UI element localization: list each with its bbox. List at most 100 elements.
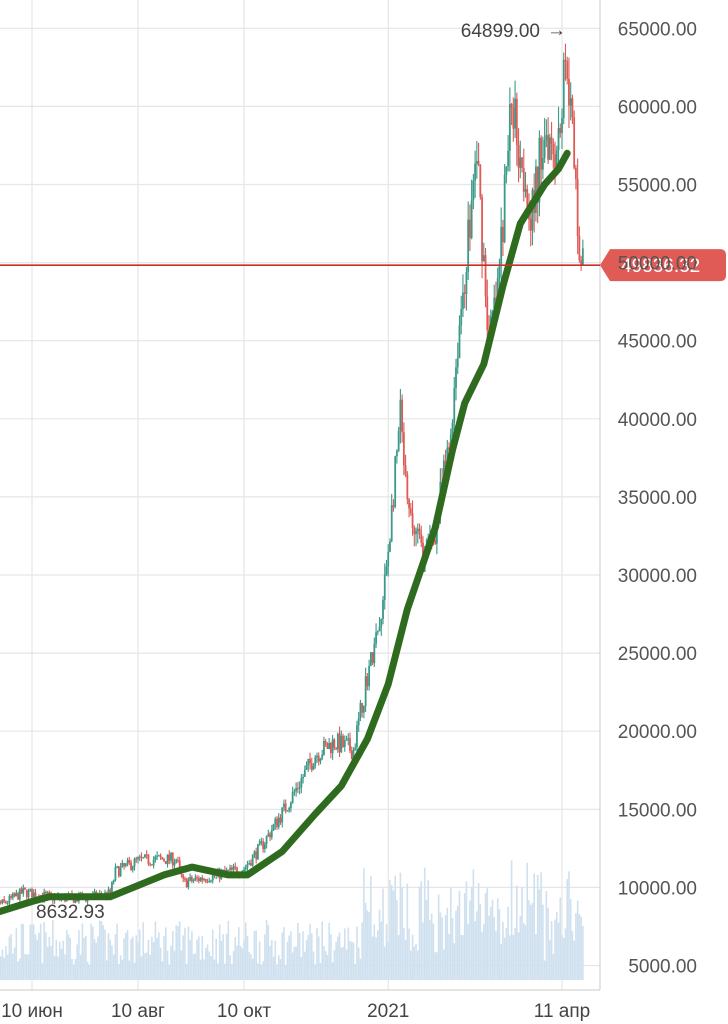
candle-body (144, 854, 146, 858)
volume-bar (420, 881, 423, 980)
candle-body (145, 854, 148, 856)
volume-bar (290, 931, 292, 980)
volume-bar (399, 872, 402, 980)
volume-bar (163, 936, 165, 980)
candle-body (137, 856, 139, 860)
candle-body (394, 456, 397, 507)
candle-body (340, 735, 343, 753)
volume-bar (533, 873, 535, 980)
candle-body (538, 137, 541, 203)
candle-body (482, 255, 485, 262)
candle-body (1, 899, 4, 904)
volume-bar (220, 940, 223, 980)
volume-bar (354, 963, 357, 980)
volume-bar (225, 933, 228, 980)
candle-body (317, 755, 320, 762)
candle-body (319, 758, 322, 762)
volume-bar (555, 912, 558, 980)
candle-body (124, 863, 127, 867)
candle-body (253, 851, 256, 856)
volume-bar (149, 954, 151, 980)
volume-bar (187, 926, 190, 980)
candle-body (154, 856, 157, 860)
volume-bar (194, 953, 197, 980)
volume-bar (449, 887, 452, 980)
volume-bar (72, 964, 75, 980)
volume-bar (203, 959, 205, 980)
volume-bar (441, 917, 443, 980)
grid-lines (0, 0, 601, 991)
candle-body (234, 866, 237, 868)
volume-bar (566, 879, 569, 980)
candle-body (576, 179, 579, 237)
volume-bar (196, 939, 198, 980)
volume-bar (371, 936, 374, 980)
y-tick-label: 65000.00 (618, 19, 697, 40)
candle-body (514, 98, 516, 129)
volume-bar (521, 887, 523, 980)
candle-body (515, 98, 518, 145)
candle-body (257, 844, 259, 860)
candle-body (338, 733, 341, 753)
volume-bar (239, 945, 242, 980)
volume-bar (343, 928, 346, 980)
volume-bar (582, 925, 584, 980)
volume-bar (507, 906, 509, 980)
candle-body (456, 358, 459, 368)
volume-bar (467, 923, 469, 980)
candle-body (479, 164, 482, 198)
volume-bar (274, 940, 277, 980)
volume-bar (159, 947, 162, 980)
volume-bar (300, 956, 303, 980)
volume-bar (125, 932, 127, 980)
volume-bar (133, 962, 136, 980)
volume-bar (90, 923, 92, 980)
volume-bar (411, 934, 414, 980)
volume-bar (397, 935, 400, 980)
candle-body (166, 854, 169, 865)
volume-bar (170, 945, 172, 980)
volume-bar (505, 927, 508, 980)
volume-bar (246, 935, 249, 980)
volume-bar (158, 932, 160, 980)
volume-bar (206, 944, 209, 980)
candle-body (0, 901, 2, 904)
volume-bar (323, 946, 325, 980)
candle-body (114, 866, 117, 881)
volume-bar (413, 946, 416, 980)
candle-body (389, 541, 391, 552)
candle-body (8, 895, 11, 903)
volume-bar (338, 932, 341, 980)
volume-bar (25, 954, 28, 980)
high-annotation-arrow: → (547, 20, 566, 41)
volume-bar (352, 942, 355, 980)
volume-bar (284, 964, 287, 980)
volume-bar (137, 942, 139, 980)
volume-bar (293, 946, 296, 980)
volume-bar (32, 924, 35, 980)
volume-bar (211, 929, 214, 980)
candle-body (269, 833, 271, 838)
volume-bar (519, 915, 522, 980)
volume-bar (20, 923, 23, 980)
volume-bar (76, 944, 78, 980)
volume-bar (151, 936, 153, 980)
candle-body (147, 854, 150, 864)
y-tick-label: 55000.00 (618, 176, 697, 197)
candle-body (204, 879, 207, 882)
low-annotation: 8632.93 (36, 902, 105, 923)
volume-bar (295, 946, 297, 980)
candle-body (368, 665, 371, 687)
y-tick-label: 25000.00 (618, 644, 697, 665)
candle-body (208, 881, 211, 883)
candle-body (463, 292, 466, 294)
volume-bar (22, 924, 25, 980)
candle-body (411, 513, 414, 529)
candle-body (109, 889, 112, 894)
candle-body (173, 862, 176, 866)
candle-body (274, 818, 277, 825)
volume-bar (347, 927, 350, 980)
volume-bar (71, 958, 73, 980)
volume-bar (3, 957, 5, 980)
